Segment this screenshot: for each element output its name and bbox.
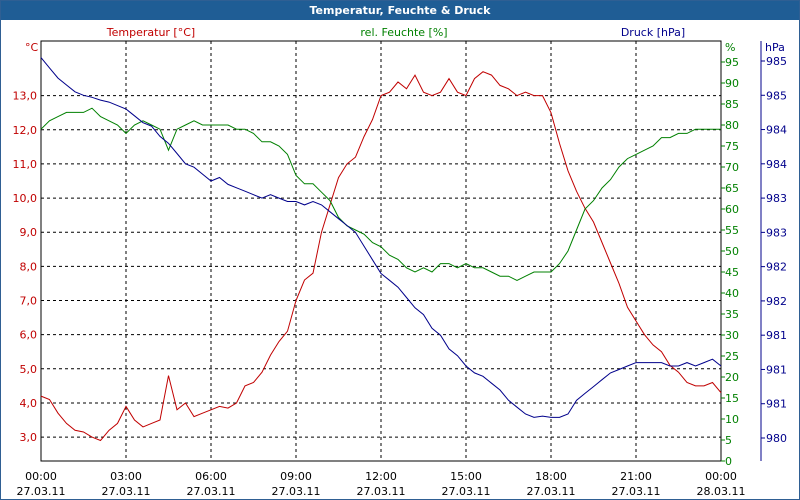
x-tick-date-label: 27.03.11 [272,485,321,498]
humidity-tick-label: 55 [725,224,739,237]
x-tick-time-label: 18:00 [535,470,567,483]
humidity-tick-label: 30 [725,329,739,342]
pressure-tick-label: 982 [766,261,787,274]
pressure-tick-label: 981 [766,329,787,342]
temperature-tick-label: 9,0 [20,226,38,239]
x-tick-time-label: 00:00 [25,470,57,483]
temperature-tick-label: 10,0 [13,192,38,205]
pressure-unit-label: hPa [765,41,785,54]
humidity-tick-label: 60 [725,203,739,216]
pressure-tick-label: 983 [766,226,787,239]
humidity-tick-label: 0 [725,455,732,468]
x-tick-time-label: 12:00 [365,470,397,483]
temperature-tick-label: 5,0 [20,363,38,376]
temperature-tick-label: 12,0 [13,124,38,137]
series-line-humidity [40,107,721,281]
humidity-tick-label: 85 [725,98,739,111]
x-tick-date-label: 27.03.11 [17,485,66,498]
x-tick-date-label: 27.03.11 [612,485,661,498]
humidity-unit-label: % [725,41,735,54]
pressure-tick-label: 982 [766,295,787,308]
temperature-tick-label: 6,0 [20,329,38,342]
humidity-tick-label: 65 [725,182,739,195]
temperature-tick-label: 4,0 [20,397,38,410]
humidity-tick-label: 20 [725,371,739,384]
pressure-tick-label: 984 [766,158,787,171]
series-line-temperature [40,71,722,442]
humidity-tick-label: 25 [725,350,739,363]
x-tick-time-label: 09:00 [280,470,312,483]
humidity-tick-label: 5 [725,434,732,447]
temperature-unit-label: °C [25,41,39,54]
window-title: Temperatur, Feuchte & Druck [1,1,799,20]
series-line-pressure [40,57,722,418]
temperature-axis-title: Temperatur [°C] [106,26,195,39]
humidity-tick-label: 80 [725,119,739,132]
x-tick-date-label: 27.03.11 [102,485,151,498]
x-tick-time-label: 21:00 [620,470,652,483]
pressure-tick-label: 981 [766,398,787,411]
x-tick-time-label: 00:00 [705,470,737,483]
humidity-tick-label: 35 [725,308,739,321]
x-tick-time-label: 03:00 [110,470,142,483]
temperature-tick-label: 7,0 [20,295,38,308]
x-tick-date-label: 27.03.11 [357,485,406,498]
temperature-tick-label: 8,0 [20,260,38,273]
x-tick-date-label: 27.03.11 [187,485,236,498]
temperature-tick-label: 13,0 [13,90,38,103]
humidity-tick-label: 70 [725,161,739,174]
grid-lines [41,41,721,461]
pressure-tick-label: 985 [766,89,787,102]
pressure-tick-label: 985 [766,55,787,68]
pressure-tick-label: 981 [766,363,787,376]
humidity-tick-label: 90 [725,77,739,90]
x-tick-date-label: 27.03.11 [527,485,576,498]
x-tick-date-label: 27.03.11 [442,485,491,498]
x-tick-time-label: 15:00 [450,470,482,483]
humidity-tick-label: 45 [725,266,739,279]
temperature-tick-label: 3,0 [20,431,38,444]
humidity-axis-title: rel. Feuchte [%] [360,26,447,39]
humidity-tick-label: 15 [725,392,739,405]
pressure-axis-title: Druck [hPa] [621,26,685,39]
humidity-tick-label: 75 [725,140,739,153]
humidity-tick-label: 95 [725,56,739,69]
humidity-tick-label: 50 [725,245,739,258]
humidity-tick-label: 40 [725,287,739,300]
pressure-tick-label: 980 [766,432,787,445]
humidity-tick-label: 10 [725,413,739,426]
temperature-tick-label: 11,0 [13,158,38,171]
pressure-tick-label: 983 [766,192,787,205]
pressure-tick-label: 984 [766,124,787,137]
x-tick-date-label: 28.03.11 [697,485,746,498]
x-tick-time-label: 06:00 [195,470,227,483]
